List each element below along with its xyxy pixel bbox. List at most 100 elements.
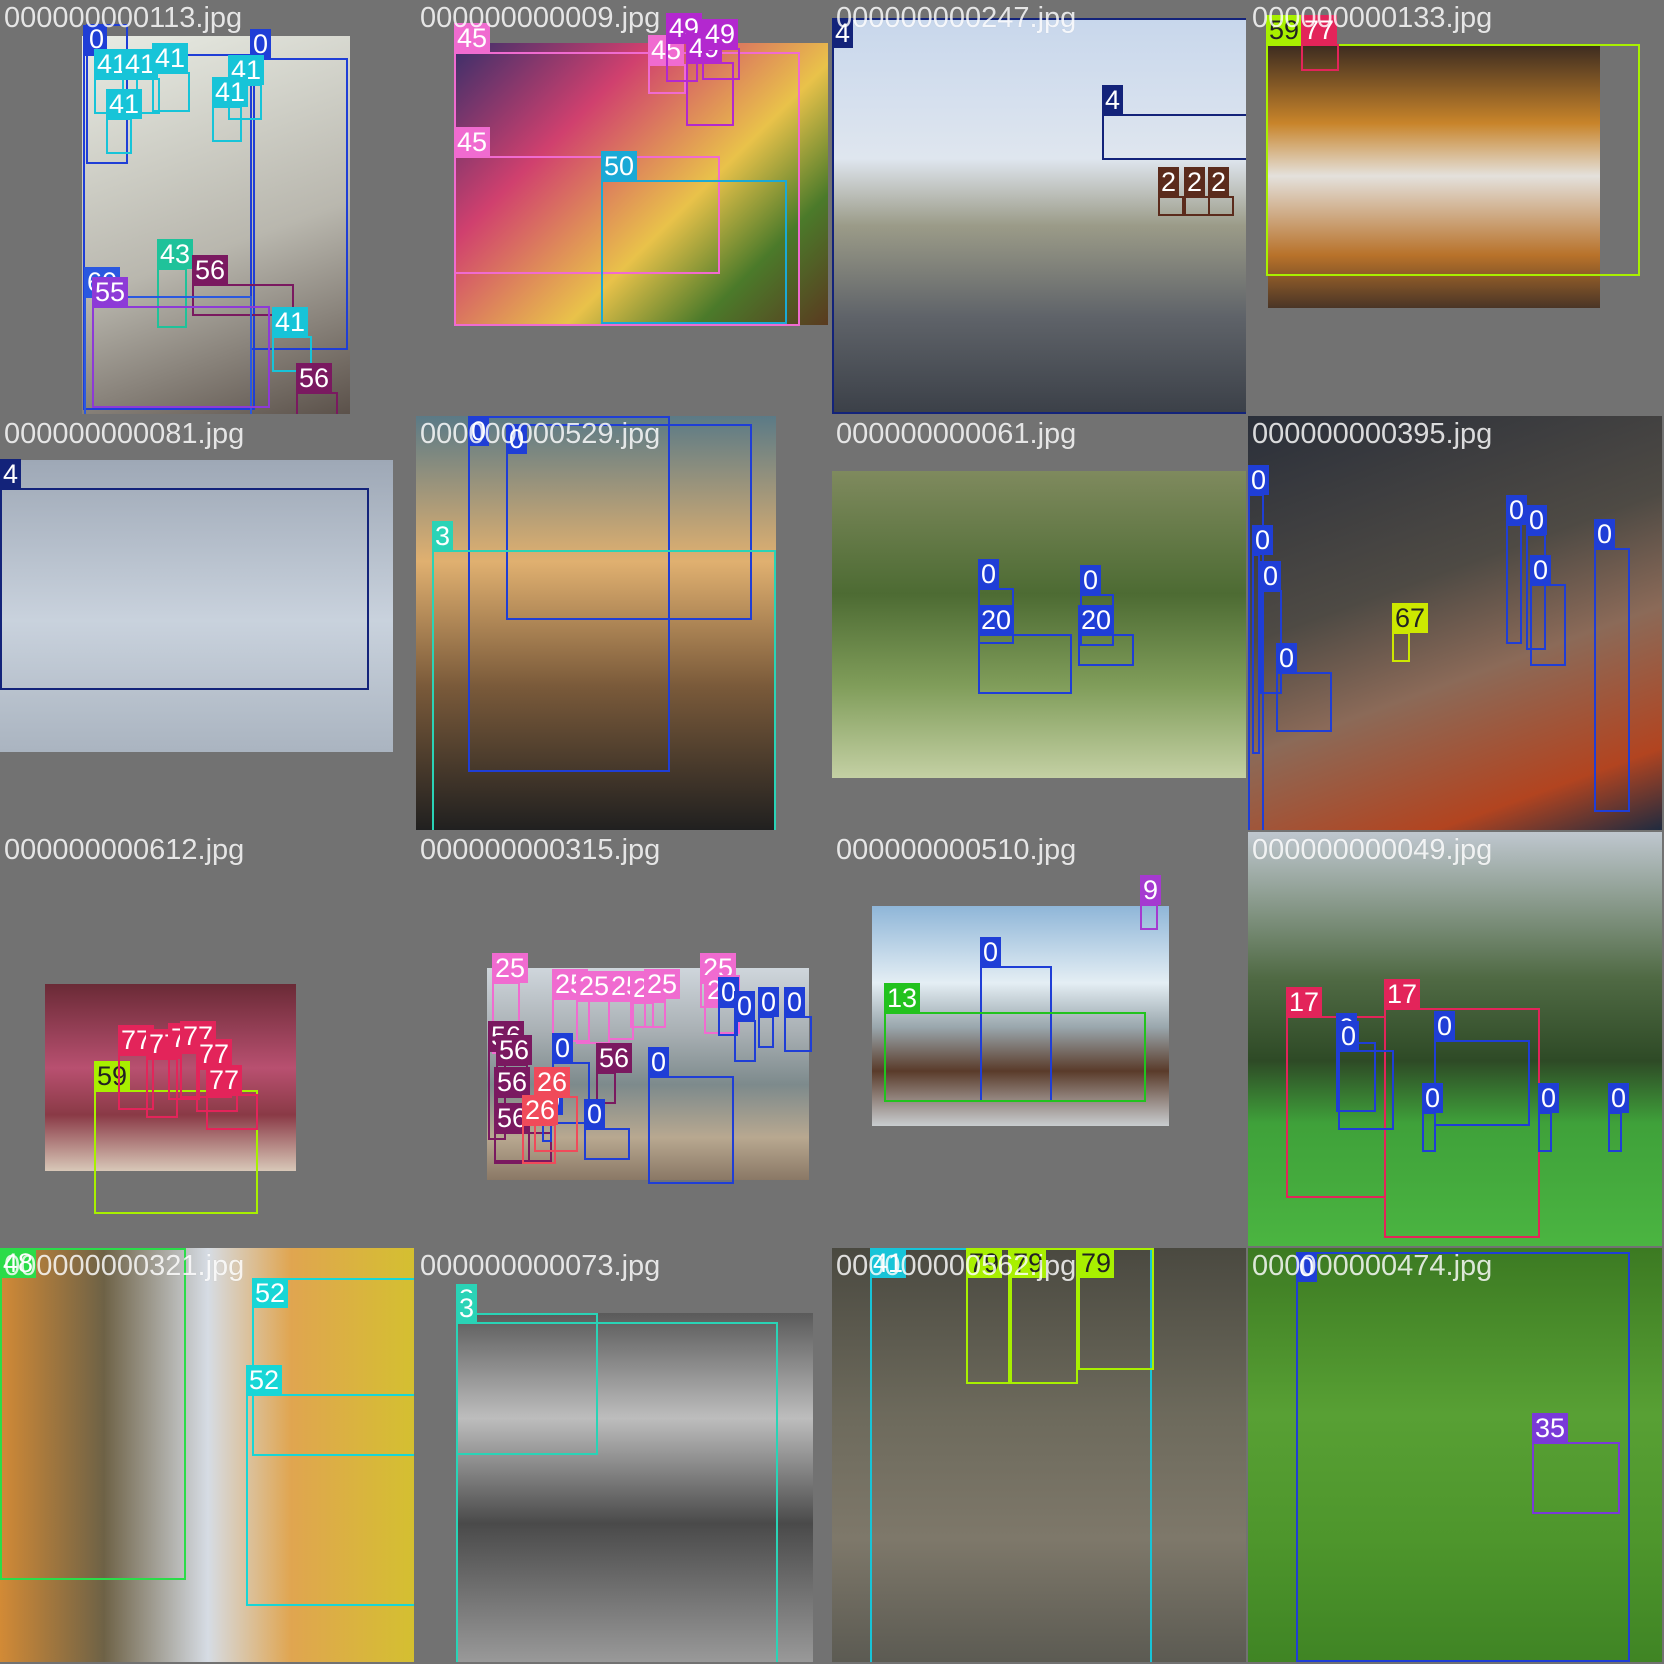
detection-box: 0 xyxy=(734,991,756,1062)
detection-box: 26 xyxy=(522,1095,559,1164)
detection-box: 0 xyxy=(1338,1021,1394,1130)
tile-filename: 000000000061.jpg xyxy=(836,418,1077,450)
detection-label: 25 xyxy=(492,953,529,983)
detection-label: 35 xyxy=(1532,1413,1569,1443)
detection-box: 0 xyxy=(1252,525,1274,754)
tile-filename: 000000000073.jpg xyxy=(420,1250,661,1282)
detection-label: 25 xyxy=(644,969,681,999)
detection-label: 0 xyxy=(506,424,528,454)
detection-label: 0 xyxy=(1338,1021,1360,1051)
detection-label: 0 xyxy=(584,1099,606,1129)
detection-label: 0 xyxy=(1608,1083,1630,1113)
detection-box: 0 xyxy=(758,987,780,1048)
tile-photo xyxy=(832,1248,1246,1662)
detection-label: 17 xyxy=(1286,987,1323,1017)
mosaic-tile: 000000000073.jpg33 xyxy=(416,1248,830,1662)
mosaic-tile: 000000000321.jpg 48 52 52 xyxy=(0,1248,414,1662)
detection-label: 77 xyxy=(196,1039,233,1069)
detection-label: 4 xyxy=(1102,85,1124,115)
detection-box: 0 xyxy=(1594,519,1630,812)
tile-photo xyxy=(832,471,1246,778)
detection-label: 59 xyxy=(1266,15,1303,45)
detection-label: 79 xyxy=(1010,1248,1047,1278)
mosaic-tile: 000000000009.jpg45454549494950 xyxy=(416,0,830,414)
detection-box: 0 xyxy=(1538,1083,1560,1152)
detection-label: 79 xyxy=(1078,1248,1115,1278)
detection-box: 79 xyxy=(1078,1248,1154,1370)
detection-box: 56 xyxy=(496,1035,533,1134)
detection-box: 4 xyxy=(832,18,1246,414)
mosaic-tile: 000000000315.jpg252525252525252556565656… xyxy=(416,832,830,1246)
detection-box: 0 xyxy=(1260,561,1282,694)
detection-label: 0 xyxy=(1260,561,1282,591)
detection-label: 0 xyxy=(978,559,1000,589)
detection-box: 77 xyxy=(206,1065,258,1130)
detection-label: 56 xyxy=(496,1035,533,1065)
tile-filename: 000000000315.jpg xyxy=(420,834,661,866)
detection-label: 0 xyxy=(1276,643,1298,673)
detection-box: 49 xyxy=(702,19,740,80)
detection-label: 56 xyxy=(494,1067,531,1097)
detection-box: 55 xyxy=(92,277,270,408)
detection-label: 2 xyxy=(1184,167,1206,197)
detection-label: 0 xyxy=(1248,465,1270,495)
detection-box: 3 xyxy=(432,521,776,830)
tile-photo xyxy=(1268,44,1600,308)
detection-label: 55 xyxy=(92,277,129,307)
detection-label: 41 xyxy=(212,77,249,107)
detection-box: 0 xyxy=(648,1047,734,1184)
detection-label: 0 xyxy=(1080,565,1102,595)
detection-box: 0 xyxy=(1526,505,1548,650)
detection-box: 79 xyxy=(966,1248,1010,1384)
mosaic-tile: 000000000061.jpg 0 0 20 20 xyxy=(832,416,1246,830)
detection-box: 0 xyxy=(1506,495,1528,644)
detection-box: 41 xyxy=(152,43,190,112)
mosaic-tile: 000000000612.jpg59777777777777 xyxy=(0,832,414,1246)
detection-label: 0 xyxy=(1530,555,1552,585)
detection-label: 20 xyxy=(1078,605,1115,635)
detection-label: 77 xyxy=(1301,15,1338,45)
detection-label: 26 xyxy=(522,1095,559,1125)
detection-box: 45 xyxy=(454,127,720,274)
detection-box: 0 xyxy=(1080,565,1114,646)
detection-box: 77 xyxy=(1301,15,1339,71)
tile-photo xyxy=(456,1313,813,1662)
detection-label: 0 xyxy=(86,24,108,54)
detection-box: 25 xyxy=(576,971,613,1044)
detection-label: 0 xyxy=(718,977,740,1007)
mosaic-tile: 000000000395.jpg 0 0 0 0 0 0 0 0 67 xyxy=(1248,416,1662,830)
detection-label: 56 xyxy=(596,1043,633,1073)
detection-label: 13 xyxy=(884,983,921,1013)
detection-box: 25 xyxy=(492,953,529,1054)
detection-box: 0 xyxy=(1608,1083,1630,1152)
detection-box: 2 xyxy=(1184,167,1210,216)
tile-filename: 000000000081.jpg xyxy=(4,418,245,450)
tile-photo xyxy=(416,416,776,830)
mosaic-tile: 000000000247.jpg 4 4 2 2 2 xyxy=(832,0,1246,414)
detection-label: 41 xyxy=(272,307,309,337)
mosaic-tile: 000000000081.jpg 4 xyxy=(0,416,414,830)
detection-label: 0 xyxy=(648,1047,670,1077)
tile-photo xyxy=(456,43,828,325)
detection-label: 0 xyxy=(552,1033,574,1063)
detection-label: 0 xyxy=(250,29,272,59)
tile-filename: 000000000510.jpg xyxy=(836,834,1077,866)
detection-label: 41 xyxy=(152,43,189,73)
detection-box: 0 xyxy=(1276,643,1332,732)
detection-label: 0 xyxy=(734,991,756,1021)
detection-label: 0 xyxy=(1434,1011,1456,1041)
detection-box: 0 xyxy=(506,424,752,620)
tile-filename: 000000000612.jpg xyxy=(4,834,245,866)
detection-label: 41 xyxy=(870,1248,907,1278)
mosaic-tile: 000000000474.jpg 0 35 xyxy=(1248,1248,1662,1662)
detection-label: 26 xyxy=(534,1067,571,1097)
detection-box: 20 xyxy=(1078,605,1134,666)
mosaic-tile: 000000000529.jpg 0 0 3 xyxy=(416,416,830,830)
detection-box: 4 xyxy=(0,459,369,690)
mosaic-tile: 000000000133.jpg 59 77 xyxy=(1248,0,1662,414)
detection-label: 41 xyxy=(106,89,143,119)
detection-label: 56 xyxy=(192,255,229,285)
detection-label: 2 xyxy=(1208,167,1230,197)
detection-box: 48 xyxy=(0,1248,186,1580)
